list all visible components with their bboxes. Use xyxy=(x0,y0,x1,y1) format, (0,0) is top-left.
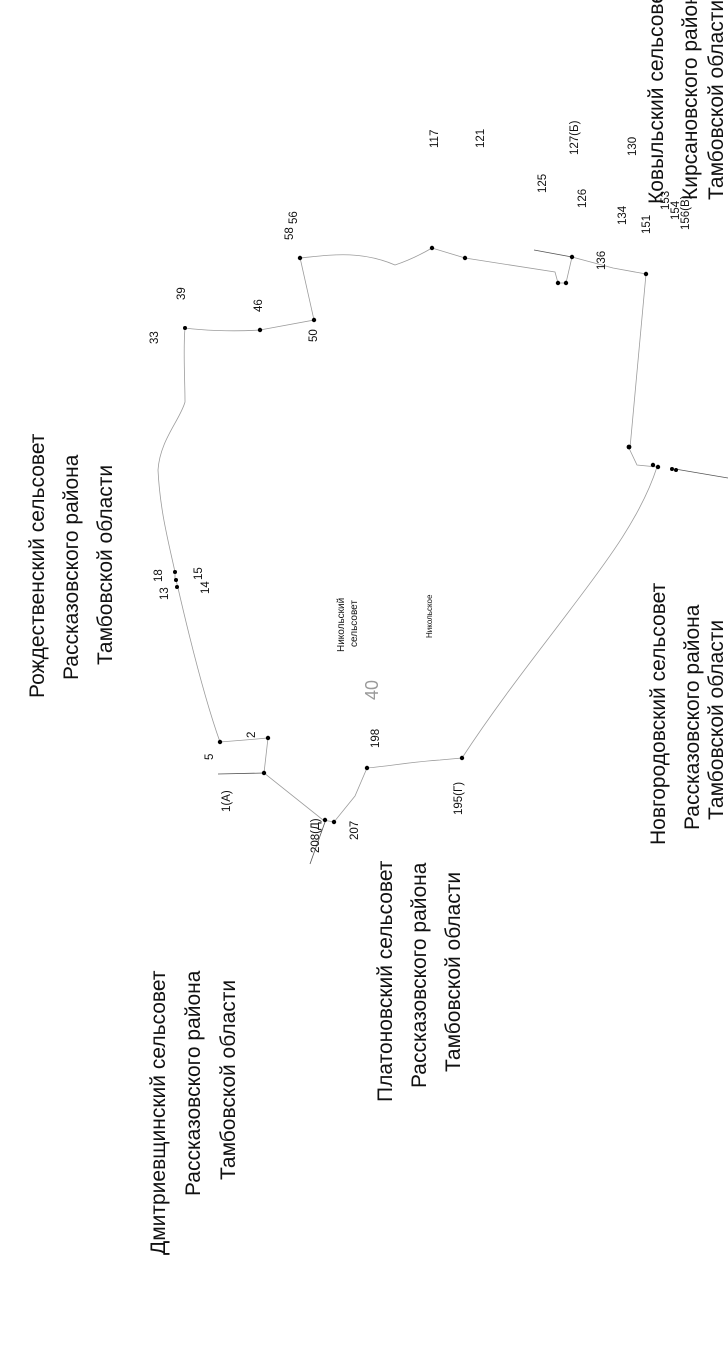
point-label: 125 xyxy=(537,174,549,193)
neighbor-label-platonovsky: Платоновский сельсовет Рассказовского ра… xyxy=(374,860,465,1102)
village-label: Никольское xyxy=(425,594,434,638)
point-label: 151 xyxy=(641,215,653,234)
point-marker xyxy=(364,765,370,771)
point-label: 207 xyxy=(349,821,361,840)
svg-text:Тамбовской области: Тамбовской области xyxy=(442,872,465,1072)
point-label: 14 xyxy=(200,581,212,594)
svg-text:Рождественский сельсовет: Рождественский сельсовет xyxy=(26,433,49,698)
point-marker xyxy=(674,468,678,472)
svg-text:Тамбовской области: Тамбовской области xyxy=(217,980,240,1180)
point-marker xyxy=(643,271,649,277)
svg-text:Тамбовской области: Тамбовской области xyxy=(705,620,728,820)
point-marker xyxy=(183,326,187,330)
point-marker xyxy=(670,467,674,471)
point-label: 18 xyxy=(153,569,165,582)
boundary-extension-line xyxy=(533,249,573,258)
point-label: 127(Б) xyxy=(569,120,581,155)
parcel-number: 40 xyxy=(362,680,382,700)
boundary-extension-line xyxy=(217,772,265,775)
svg-text:Тамбовской области: Тамбовской области xyxy=(94,465,117,665)
point-label: 208(Д) xyxy=(310,818,322,853)
svg-text:Кирсановского района: Кирсановского района xyxy=(679,0,702,200)
svg-text:Платоновский сельсовет: Платоновский сельсовет xyxy=(374,860,397,1102)
point-marker xyxy=(429,245,435,251)
svg-text:сельсовет: сельсовет xyxy=(349,600,360,647)
point-label: 13 xyxy=(159,587,171,600)
neighbor-label-dmitrievshchinsky: Дмитриевщинский сельсовет Рассказовского… xyxy=(147,970,240,1255)
neighbor-label-novgorodovsky: Новгородовский сельсовет Рассказовского … xyxy=(647,582,728,845)
point-marker xyxy=(626,444,632,450)
point-label: 198 xyxy=(370,729,382,748)
point-marker xyxy=(297,255,303,261)
boundary-extension-line xyxy=(674,468,728,479)
point-label: 5 xyxy=(204,754,216,760)
point-label: 154 xyxy=(670,200,682,220)
point-label: 195(Г) xyxy=(453,782,465,815)
svg-text:Новгородовский сельсовет: Новгородовский сельсовет xyxy=(647,582,670,845)
point-label: 134 xyxy=(617,205,629,225)
point-label: 56 xyxy=(288,211,300,224)
svg-text:Никольский: Никольский xyxy=(336,598,347,652)
point-label: 33 xyxy=(149,331,161,344)
point-marker xyxy=(462,255,468,261)
svg-text:Рассказовского района: Рассказовского района xyxy=(408,862,431,1088)
point-marker xyxy=(265,735,271,741)
point-marker xyxy=(655,464,661,470)
point-marker xyxy=(175,585,179,589)
point-label: 15 xyxy=(193,567,205,580)
svg-text:Рассказовского района: Рассказовского района xyxy=(60,454,83,680)
svg-text:Ковыльский сельсовет: Ковыльский сельсовет xyxy=(645,0,668,204)
point-label: 130 xyxy=(627,137,639,156)
point-label: 117 xyxy=(429,130,441,148)
point-marker xyxy=(322,817,328,823)
point-label: 156(В) xyxy=(680,195,692,230)
svg-text:Рассказовского района: Рассказовского района xyxy=(182,970,205,1196)
svg-text:Рассказовского района: Рассказовского района xyxy=(681,604,704,830)
point-marker xyxy=(563,280,569,286)
point-marker xyxy=(569,254,575,260)
svg-text:Дмитриевщинский сельсовет: Дмитриевщинский сельсовет xyxy=(147,970,170,1255)
point-marker xyxy=(459,755,465,761)
point-marker xyxy=(331,819,337,825)
neighbor-label-kovylsky: Ковыльский сельсовет Кирсановского район… xyxy=(645,0,728,204)
point-label: 121 xyxy=(475,129,487,148)
neighbor-label-rozhdestvensky: Рождественский сельсовет Рассказовского … xyxy=(26,433,117,698)
point-label: 39 xyxy=(176,287,188,300)
point-label: 153 xyxy=(660,191,672,210)
point-label: 46 xyxy=(253,299,265,312)
point-marker xyxy=(555,280,561,286)
point-label: 50 xyxy=(308,329,320,342)
boundary-extension-line xyxy=(309,821,326,865)
point-marker xyxy=(311,317,317,323)
council-label: Никольский сельсовет xyxy=(336,598,360,652)
point-label: 2 xyxy=(246,732,258,738)
svg-text:Тамбовской области: Тамбовской области xyxy=(705,0,728,200)
point-marker xyxy=(650,462,656,468)
point-marker xyxy=(173,570,177,574)
point-marker xyxy=(217,739,223,745)
point-label: 58 xyxy=(284,227,296,240)
point-marker xyxy=(257,327,263,333)
council-boundary-line xyxy=(157,247,658,823)
point-marker xyxy=(261,770,267,776)
point-label: 136 xyxy=(596,251,608,270)
point-label: 126 xyxy=(577,189,589,208)
point-marker xyxy=(174,578,178,582)
point-label: 1(А) xyxy=(221,790,233,812)
